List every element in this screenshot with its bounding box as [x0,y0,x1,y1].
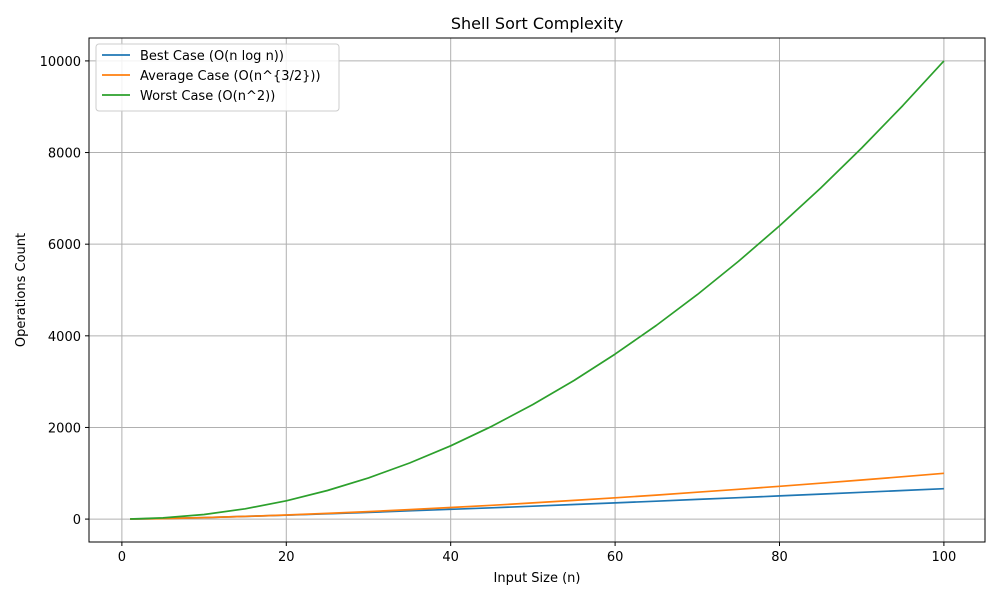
series-line-2 [130,472,944,520]
x-tick-label: 20 [278,550,295,565]
series-lines [130,60,945,520]
y-tick-label: 2000 [48,421,81,436]
x-axis-label: Input Size (n) [494,571,581,586]
x-tick-label: 40 [442,550,459,565]
series-line-1 [130,487,944,520]
grid [89,38,985,542]
x-tick-label: 100 [931,550,956,565]
legend-entry-label: Best Case (O(n log n)) [140,49,284,64]
y-tick-label: 4000 [48,330,81,345]
x-tick-label: 60 [607,550,624,565]
legend-entry-label: Worst Case (O(n^2)) [140,89,275,104]
legend-box [95,43,340,112]
legend: Best Case (O(n log n)) Average Case (O(n^… [95,43,340,112]
x-tick-label: 80 [771,550,788,565]
y-tick-label: 10000 [40,55,81,70]
y-tick-label: 0 [73,513,81,528]
y-tick-label: 6000 [48,238,81,253]
chart-title: Shell Sort Complexity [451,14,623,33]
axis-ticks: 0 20 40 60 80 100 0 2000 4000 6000 8000 10000 [40,55,957,565]
x-tick-label: 0 [118,550,126,565]
series-line-3 [130,60,945,520]
legend-entry-label: Average Case (O(n^{3/2})) [140,69,321,84]
y-tick-label: 8000 [48,147,81,162]
y-axis-label: Operations Count [14,233,29,347]
plot-frame [88,37,986,543]
